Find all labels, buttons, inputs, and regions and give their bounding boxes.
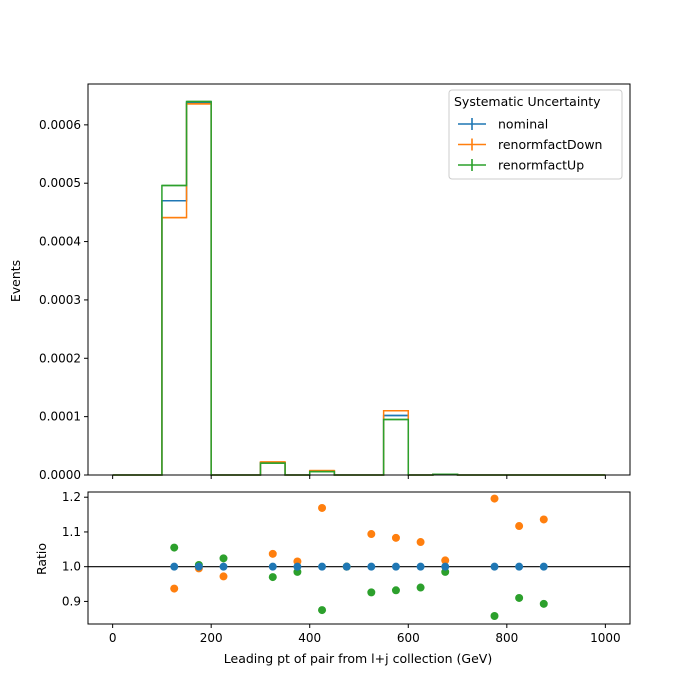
main-plot-frame	[87, 83, 631, 476]
ratio-x-ticks: 0 200 400 600 800 1000	[109, 624, 621, 645]
ratio-x-tick-label: 400	[298, 631, 321, 645]
main-y-tick: 0.0002	[39, 351, 88, 365]
ratio-point-renormfactup	[367, 588, 376, 597]
main-y-tick: 0.0004	[39, 235, 88, 249]
ratio-point-nominal	[194, 562, 203, 571]
ratio-point-nominal	[391, 562, 400, 571]
ratio-x-tick-label: 800	[495, 631, 518, 645]
ratio-point-renormfactup	[539, 599, 548, 608]
ratio-point-renormfactdown	[268, 549, 277, 558]
ratio-point-renormfactdown	[219, 572, 228, 581]
ratio-point-renormfactdown	[416, 538, 425, 547]
ratio-x-tick-label: 600	[397, 631, 420, 645]
main-y-tick-label: 0.0005	[39, 176, 81, 190]
ratio-point-renormfactup	[391, 586, 400, 595]
x-axis-label: Leading pt of pair from l+j collection (…	[224, 651, 492, 666]
ratio-y-tick: 0.9	[62, 594, 88, 608]
ratio-point-renormfactup	[416, 583, 425, 592]
ratio-point-nominal	[268, 562, 277, 571]
ratio-point-nominal	[515, 562, 524, 571]
ratio-panel: 0 200 400 600 800 1000 0.9 1.0 1.1 1.2 Ratio Lea…	[34, 490, 631, 666]
legend-label-renormfactup: renormfactUp	[498, 158, 584, 173]
ratio-y-tick-label: 1.0	[62, 560, 81, 574]
ratio-point-nominal	[441, 562, 450, 571]
ratio-point-renormfactdown	[539, 515, 548, 524]
ratio-y-tick: 1.1	[62, 525, 88, 539]
ratio-x-tick: 800	[495, 624, 518, 645]
ratio-y-tick-label: 1.2	[62, 490, 81, 504]
ratio-y-tick: 1.2	[62, 490, 88, 504]
ratio-point-renormfactup	[268, 573, 277, 582]
main-y-tick: 0.0005	[39, 176, 88, 190]
main-y-tick-label: 0.0001	[39, 410, 81, 424]
ratio-x-tick: 200	[200, 624, 223, 645]
main-y-tick-label: 0.0003	[39, 293, 81, 307]
ratio-point-renormfactdown	[367, 530, 376, 539]
legend-title: Systematic Uncertainty	[454, 94, 601, 109]
legend-entry-renormfactdown: renormfactDown	[458, 137, 602, 152]
legend-entries: nominal renormfactDown renormfactUp	[458, 117, 602, 173]
ratio-point-renormfactdown	[515, 522, 524, 531]
main-x-ticks	[112, 475, 606, 479]
ratio-point-renormfactup	[515, 593, 524, 602]
ratio-point-renormfactup	[219, 554, 228, 563]
main-y-tick-label: 0.0006	[39, 118, 81, 132]
legend-entry-nominal: nominal	[458, 117, 548, 132]
ratio-point-renormfactdown	[318, 503, 327, 512]
main-y-tick-label: 0.0002	[39, 351, 81, 365]
ratio-x-tick-label: 200	[200, 631, 223, 645]
main-y-tick-label: 0.0000	[39, 468, 81, 482]
ratio-point-renormfactup	[490, 612, 499, 621]
legend-label-nominal: nominal	[498, 117, 548, 132]
y-axis-label-events: Events	[8, 260, 23, 302]
main-y-tick-label: 0.0004	[39, 235, 81, 249]
ratio-point-nominal	[416, 562, 425, 571]
ratio-y-ticks: 0.9 1.0 1.1 1.2	[62, 490, 88, 608]
ratio-series-nominal	[170, 562, 548, 571]
ratio-point-nominal	[318, 562, 327, 571]
ratio-plot-frame	[87, 491, 631, 625]
ratio-point-renormfactdown	[490, 494, 499, 503]
ratio-point-nominal	[170, 562, 179, 571]
ratio-x-tick-label: 1000	[590, 631, 621, 645]
y-axis-label-ratio: Ratio	[34, 543, 49, 575]
ratio-x-tick: 600	[397, 624, 420, 645]
ratio-x-tick: 400	[298, 624, 321, 645]
ratio-y-tick: 1.0	[62, 560, 88, 574]
ratio-x-tick: 1000	[590, 624, 621, 645]
legend: Systematic Uncertainty nominal renormfact…	[448, 89, 623, 180]
ratio-points-group	[170, 494, 548, 621]
ratio-point-nominal	[367, 562, 376, 571]
ratio-y-tick-label: 1.1	[62, 525, 81, 539]
main-y-tick: 0.0003	[39, 293, 88, 307]
main-y-tick: 0.0000	[39, 468, 88, 482]
main-y-tick: 0.0006	[39, 118, 88, 132]
ratio-point-renormfactdown	[441, 556, 450, 565]
ratio-x-tick-label: 0	[109, 631, 117, 645]
main-y-ticks: 0.0000 0.0001 0.0002 0.0003 0.0004 0.0005 0.00…	[39, 118, 88, 482]
main-histogram-panel: 0.0000 0.0001 0.0002 0.0003 0.0004 0.0005 0.00…	[8, 83, 631, 482]
ratio-point-nominal	[219, 562, 228, 571]
legend-box	[448, 89, 623, 180]
ratio-point-nominal	[490, 562, 499, 571]
ratio-x-tick: 0	[109, 624, 117, 645]
legend-label-renormfactdown: renormfactDown	[498, 137, 602, 152]
ratio-y-tick-label: 0.9	[62, 594, 81, 608]
ratio-point-nominal	[539, 562, 548, 571]
ratio-point-renormfactup	[170, 543, 179, 552]
legend-entry-renormfactup: renormfactUp	[458, 158, 584, 173]
ratio-point-nominal	[293, 562, 302, 571]
ratio-point-renormfactup	[318, 606, 327, 615]
ratio-point-nominal	[342, 562, 351, 571]
main-y-tick: 0.0001	[39, 410, 88, 424]
ratio-point-renormfactdown	[170, 584, 179, 593]
ratio-point-renormfactdown	[391, 533, 400, 542]
